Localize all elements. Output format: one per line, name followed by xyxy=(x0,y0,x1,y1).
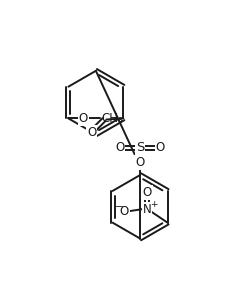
Text: +: + xyxy=(150,200,157,209)
Text: O: O xyxy=(142,186,151,198)
Text: −: − xyxy=(115,202,123,212)
Text: O: O xyxy=(155,141,164,154)
Text: O: O xyxy=(87,125,96,139)
Text: O: O xyxy=(119,205,128,218)
Text: O: O xyxy=(115,141,124,154)
Text: CH₃: CH₃ xyxy=(101,112,122,125)
Text: O: O xyxy=(135,156,144,169)
Text: N: N xyxy=(142,203,151,215)
Text: O: O xyxy=(78,112,87,125)
Text: S: S xyxy=(135,141,144,154)
